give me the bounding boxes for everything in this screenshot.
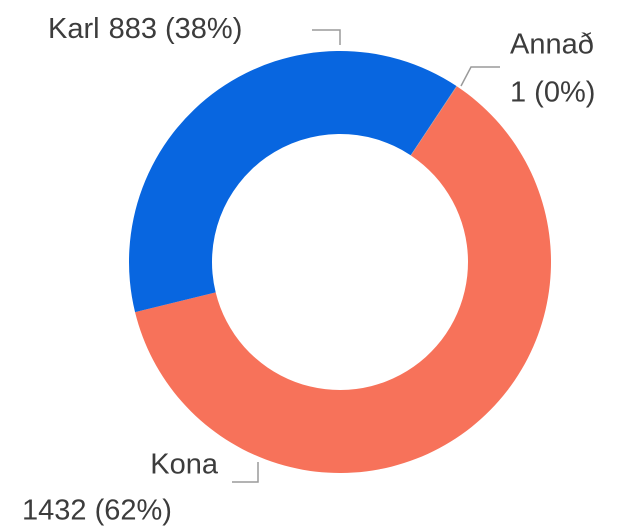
slice-label: Karl 883 (38%) <box>48 13 242 45</box>
donut-slice <box>135 86 551 473</box>
value-label: 1 (0%) <box>510 77 595 109</box>
leader-line <box>232 462 259 483</box>
category-label: Annað <box>510 29 594 61</box>
leader-line <box>312 29 341 45</box>
value-label: 1432 (62%) <box>22 495 172 527</box>
category-label: Karl <box>48 13 100 45</box>
donut-slice <box>129 51 457 313</box>
leader-line <box>460 66 500 87</box>
category-label: Kona <box>150 449 219 481</box>
slices <box>129 51 551 473</box>
value-label: 883 (38%) <box>109 13 243 45</box>
donut-slice <box>410 86 457 156</box>
